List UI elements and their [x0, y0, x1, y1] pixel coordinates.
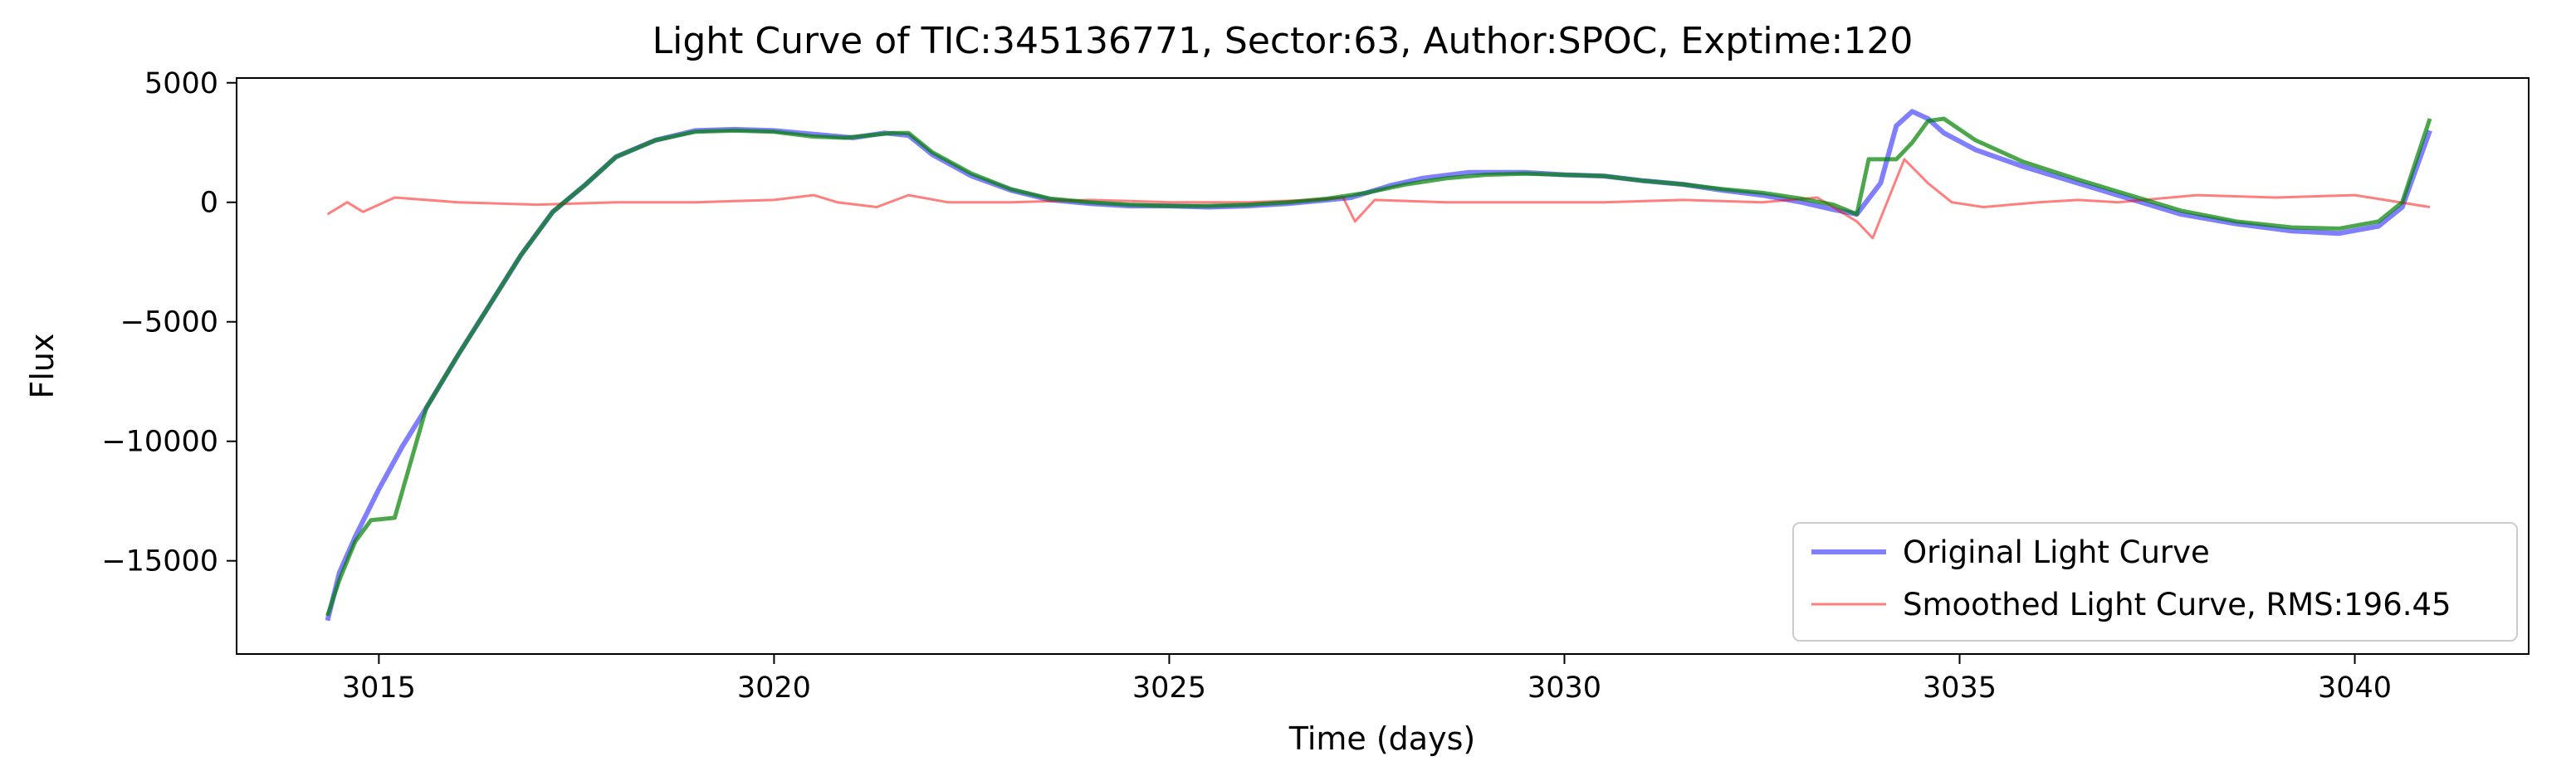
y-tick-label: −15000	[101, 545, 218, 578]
x-axis-ticks: 3015 3020 3025 3030 3035 3040	[342, 654, 2392, 705]
x-tick-label: 3035	[1923, 671, 1997, 705]
legend: Original Light Curve Smoothed Light Curv…	[1792, 522, 2518, 642]
y-tick-label: 5000	[144, 67, 218, 100]
x-tick-label: 3020	[737, 671, 811, 705]
x-axis-label: Time (days)	[1288, 720, 1475, 757]
series-layer	[325, 109, 2432, 622]
y-axis-ticks: 5000 0 −5000 −10000 −15000	[101, 67, 237, 578]
y-tick-label: −10000	[101, 426, 218, 459]
chart-title: Light Curve of TIC:345136771, Sector:63,…	[653, 20, 1914, 62]
x-tick-label: 3040	[2318, 671, 2392, 705]
y-tick-label: −5000	[120, 306, 218, 339]
y-tick-label: 0	[200, 187, 218, 220]
series-smoothed-line	[326, 158, 2431, 240]
y-axis-label: Flux	[24, 334, 61, 399]
x-tick-label: 3025	[1132, 671, 1206, 705]
legend-label-original: Original Light Curve	[1903, 534, 2210, 570]
series-fit-line	[325, 116, 2432, 617]
x-tick-label: 3030	[1528, 671, 1601, 705]
legend-label-smoothed: Smoothed Light Curve, RMS:196.45	[1903, 587, 2451, 622]
plot-frame	[236, 77, 2530, 655]
legend-box	[1792, 522, 2518, 642]
x-tick-label: 3015	[342, 671, 416, 705]
